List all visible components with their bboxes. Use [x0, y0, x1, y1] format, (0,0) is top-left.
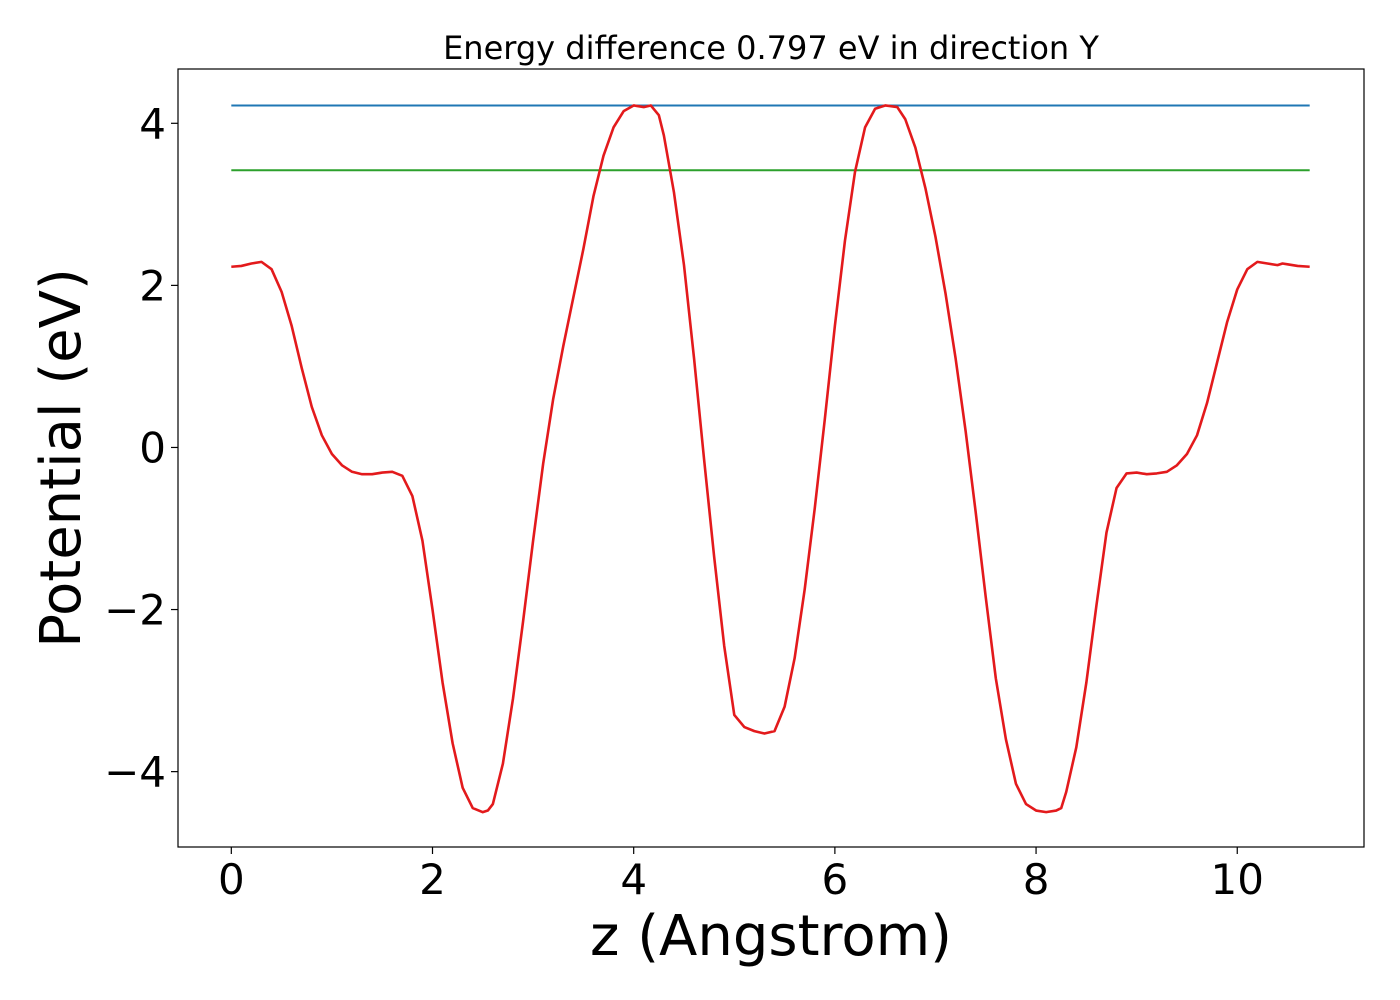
plot-frame — [177, 68, 1365, 848]
y-tick-label: 4 — [139, 99, 166, 148]
y-axis-ticks: −4 −2 0 2 4 — [104, 99, 178, 797]
y-axis-label: Potential (eV) — [29, 268, 94, 648]
x-tick-label: 6 — [822, 855, 849, 904]
y-tick-label: −2 — [104, 586, 166, 635]
y-tick-label: 0 — [139, 423, 166, 472]
chart-title: Energy difference 0.797 eV in direction … — [443, 29, 1099, 67]
plot-area: 0 2 4 6 8 10 −4 −2 0 2 4 — [104, 68, 1365, 904]
x-tick-label: 2 — [419, 855, 446, 904]
y-tick-label: 2 — [139, 261, 166, 310]
x-axis-ticks: 0 2 4 6 8 10 — [218, 847, 1264, 904]
x-tick-label: 0 — [218, 855, 245, 904]
x-tick-label: 10 — [1211, 855, 1264, 904]
x-tick-label: 8 — [1023, 855, 1050, 904]
potential-curve — [231, 104, 1310, 814]
x-axis-label: z (Angstrom) — [590, 904, 952, 969]
y-tick-label: −4 — [104, 748, 166, 797]
x-tick-label: 4 — [620, 855, 647, 904]
series-layer — [231, 104, 1310, 814]
